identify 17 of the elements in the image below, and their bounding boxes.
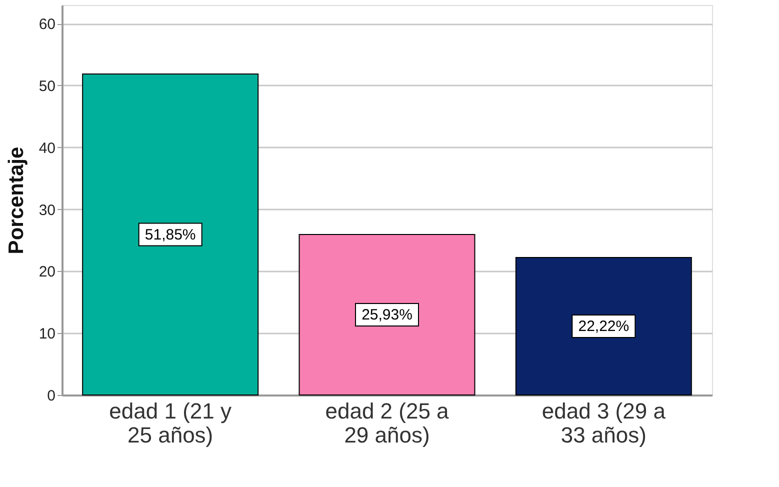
x-tick-label: edad 1 (21 y 25 años) [109, 398, 232, 448]
y-axis-title: Porcentaje [4, 146, 28, 254]
bar [515, 256, 692, 396]
bar [82, 74, 259, 396]
data-label: 25,93% [362, 306, 412, 324]
y-tick-label: 10 [38, 326, 56, 343]
data-label: 51,85% [144, 226, 196, 244]
y-tick-label: 0 [47, 388, 56, 404]
y-tick-label: 30 [38, 202, 56, 219]
data-label: 22,22% [578, 318, 630, 336]
x-tick-label: edad 3 (29 a 33 años) [542, 398, 666, 448]
y-tick-label: 50 [38, 78, 56, 95]
y-tick-label: 60 [38, 16, 56, 34]
y-tick-label: 20 [38, 264, 56, 281]
x-tick-label: edad 2 (25 a 29 años) [325, 398, 450, 448]
bar [298, 234, 476, 396]
y-tick-label: 40 [38, 140, 56, 157]
